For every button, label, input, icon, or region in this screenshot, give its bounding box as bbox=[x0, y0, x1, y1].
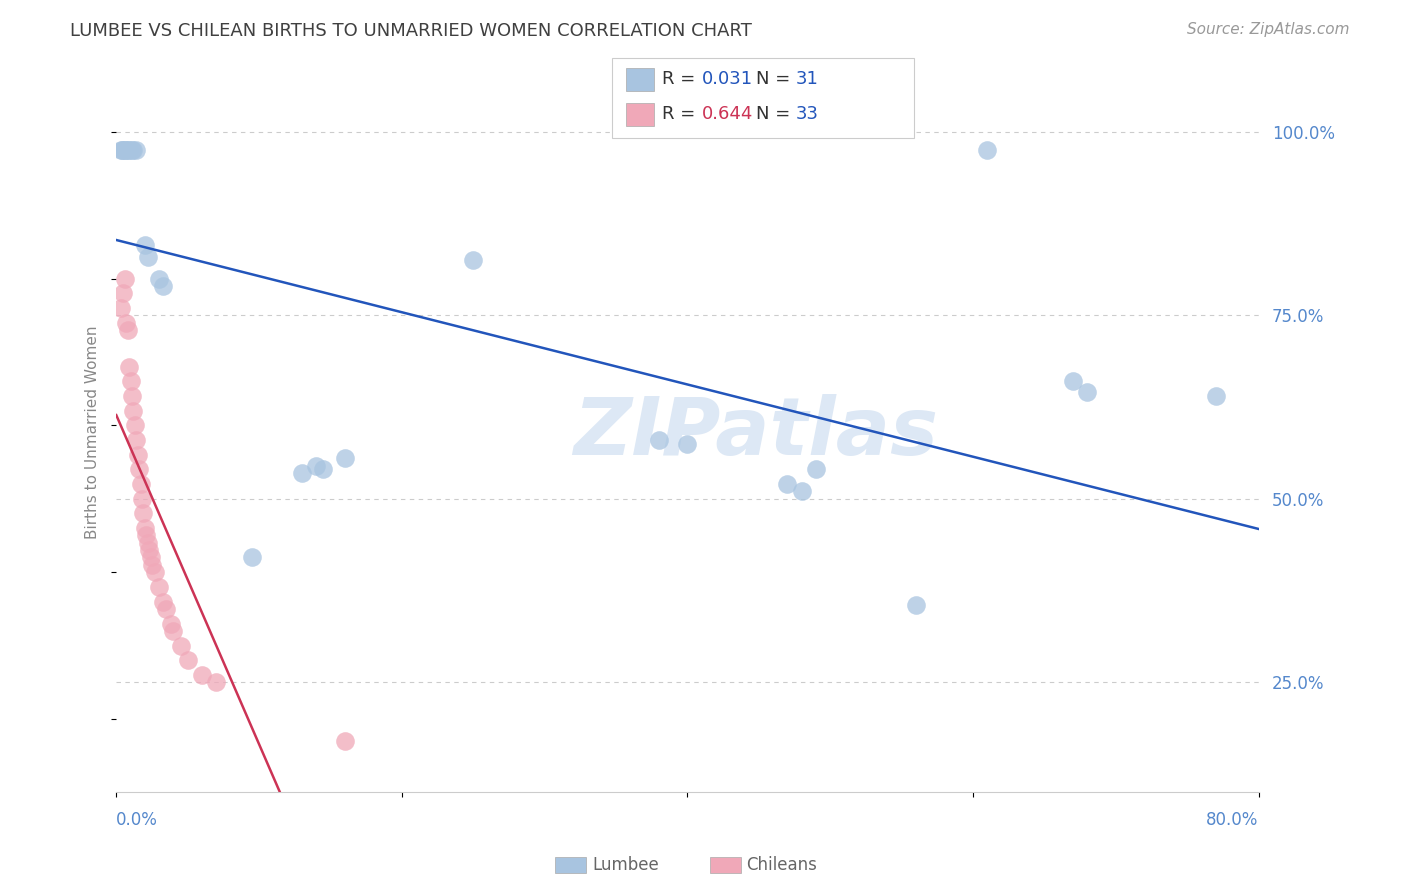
Point bbox=[162, 624, 184, 638]
Point bbox=[127, 448, 149, 462]
Point bbox=[136, 536, 159, 550]
Point bbox=[134, 521, 156, 535]
Point bbox=[112, 286, 135, 301]
Point bbox=[118, 359, 141, 374]
Text: R =: R = bbox=[662, 70, 702, 88]
Point bbox=[115, 143, 138, 157]
Point bbox=[122, 403, 145, 417]
Point bbox=[110, 143, 132, 157]
Text: N =: N = bbox=[756, 70, 796, 88]
Point bbox=[120, 374, 142, 388]
Point bbox=[648, 433, 671, 447]
Point bbox=[1347, 632, 1369, 646]
Point bbox=[117, 323, 139, 337]
Point bbox=[138, 543, 160, 558]
Point bbox=[128, 462, 150, 476]
Point bbox=[305, 458, 328, 473]
Point bbox=[139, 550, 162, 565]
Text: Lumbee: Lumbee bbox=[592, 856, 658, 874]
Point bbox=[110, 301, 132, 315]
Text: 31: 31 bbox=[796, 70, 818, 88]
Point bbox=[131, 491, 153, 506]
Point bbox=[291, 466, 314, 480]
Point bbox=[191, 668, 214, 682]
Point bbox=[152, 594, 174, 608]
Point bbox=[141, 558, 163, 572]
Text: R =: R = bbox=[662, 105, 702, 123]
Point bbox=[135, 528, 157, 542]
Point bbox=[804, 462, 827, 476]
Point bbox=[117, 143, 139, 157]
Text: 0.644: 0.644 bbox=[702, 105, 754, 123]
Point bbox=[136, 250, 159, 264]
Point bbox=[111, 143, 134, 157]
Text: Chileans: Chileans bbox=[747, 856, 817, 874]
Point bbox=[205, 675, 228, 690]
Point bbox=[125, 433, 148, 447]
Text: 0.031: 0.031 bbox=[702, 70, 752, 88]
Point bbox=[148, 271, 170, 285]
Point bbox=[115, 316, 138, 330]
Point bbox=[132, 507, 155, 521]
Point bbox=[114, 143, 136, 157]
Point bbox=[1076, 385, 1098, 400]
Point bbox=[463, 253, 485, 268]
Point bbox=[1205, 389, 1227, 403]
Point bbox=[169, 639, 191, 653]
Point bbox=[155, 602, 177, 616]
Text: Source: ZipAtlas.com: Source: ZipAtlas.com bbox=[1187, 22, 1350, 37]
Point bbox=[129, 477, 152, 491]
Text: N =: N = bbox=[756, 105, 796, 123]
Text: 80.0%: 80.0% bbox=[1206, 811, 1258, 829]
Text: 33: 33 bbox=[796, 105, 818, 123]
Point bbox=[1062, 374, 1084, 388]
Y-axis label: Births to Unmarried Women: Births to Unmarried Women bbox=[86, 326, 100, 540]
Point bbox=[124, 418, 146, 433]
Point bbox=[333, 451, 356, 466]
Point bbox=[122, 143, 145, 157]
Point bbox=[114, 271, 136, 285]
Point bbox=[134, 238, 156, 252]
Point bbox=[240, 550, 263, 565]
Point bbox=[159, 616, 181, 631]
Point bbox=[125, 143, 148, 157]
Point bbox=[112, 143, 135, 157]
Point bbox=[333, 734, 356, 748]
Point bbox=[976, 143, 998, 157]
Point bbox=[121, 143, 143, 157]
Text: 0.0%: 0.0% bbox=[117, 811, 157, 829]
Point bbox=[904, 598, 927, 612]
Point bbox=[148, 580, 170, 594]
Point bbox=[676, 436, 699, 450]
Point bbox=[143, 565, 166, 579]
Text: ZIPatlas: ZIPatlas bbox=[574, 393, 938, 472]
Point bbox=[121, 389, 143, 403]
Point bbox=[790, 484, 813, 499]
Text: LUMBEE VS CHILEAN BIRTHS TO UNMARRIED WOMEN CORRELATION CHART: LUMBEE VS CHILEAN BIRTHS TO UNMARRIED WO… bbox=[70, 22, 752, 40]
Point bbox=[118, 143, 141, 157]
Point bbox=[176, 653, 198, 667]
Point bbox=[312, 462, 335, 476]
Point bbox=[776, 477, 799, 491]
Point bbox=[152, 278, 174, 293]
